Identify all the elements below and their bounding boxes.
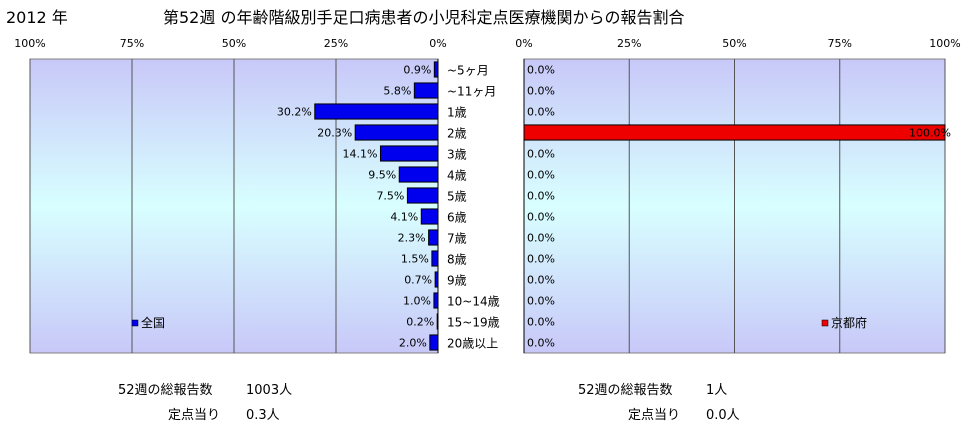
left-bar	[436, 313, 439, 330]
right-bar	[523, 124, 946, 141]
category-label: 2歳	[447, 127, 467, 141]
category-label: 1歳	[447, 106, 467, 120]
left-value-label: 2.0%	[399, 337, 427, 350]
right-x-tick-label: 100%	[929, 37, 960, 50]
right-per-value: 0.0人	[706, 408, 740, 423]
right-total-label: 52週の総報告数	[578, 383, 673, 398]
left-bar	[420, 208, 439, 225]
right-value-label: 100.0%	[909, 127, 951, 140]
left-bar	[398, 166, 439, 183]
left-x-tick-label: 0%	[429, 37, 446, 50]
category-label: 4歳	[447, 169, 467, 183]
right-value-label: 0.0%	[527, 232, 555, 245]
left-value-label: 20.3%	[317, 127, 352, 140]
right-total-value: 1人	[706, 383, 728, 398]
chart-title: 第52週 の年齢階級別手足口病患者の小児科定点医療機関からの報告割合	[163, 8, 685, 27]
category-label: 15~19歳	[447, 316, 500, 330]
category-label: 7歳	[447, 232, 467, 246]
left-value-label: 0.2%	[406, 316, 434, 329]
left-x-tick-label: 100%	[14, 37, 45, 50]
left-bar	[406, 187, 439, 204]
category-label: 3歳	[447, 148, 467, 162]
left-value-label: 5.8%	[383, 85, 411, 98]
left-legend-label: 全国	[141, 315, 165, 330]
right-value-label: 0.0%	[527, 337, 555, 350]
category-label: 20歳以上	[447, 337, 498, 351]
category-label: 10~14歳	[447, 295, 500, 309]
left-bar	[429, 334, 439, 351]
left-bar	[314, 103, 439, 120]
left-bar	[413, 82, 439, 99]
left-value-label: 7.5%	[376, 190, 404, 203]
category-label: 5歳	[447, 190, 467, 204]
category-label: ~5ヶ月	[447, 64, 489, 78]
right-x-tick-label: 0%	[515, 37, 532, 50]
left-value-label: 0.9%	[403, 64, 431, 77]
right-x-tick-label: 50%	[722, 37, 746, 50]
category-label: 8歳	[447, 253, 467, 267]
left-per-label: 定点当り	[168, 408, 221, 423]
right-value-label: 0.0%	[527, 316, 555, 329]
category-label: 6歳	[447, 211, 467, 225]
left-legend-swatch	[131, 319, 139, 327]
left-per-value: 0.3人	[246, 408, 280, 423]
right-legend-swatch	[821, 319, 829, 327]
left-x-tick-label: 50%	[222, 37, 246, 50]
right-value-label: 0.0%	[527, 85, 555, 98]
left-bar	[431, 250, 439, 267]
right-value-label: 0.0%	[527, 295, 555, 308]
right-legend-label: 京都府	[831, 315, 867, 330]
left-value-label: 14.1%	[343, 148, 378, 161]
left-total-label: 52週の総報告数	[118, 383, 213, 398]
left-x-tick-label: 75%	[120, 37, 144, 50]
right-value-label: 0.0%	[527, 64, 555, 77]
right-value-label: 0.0%	[527, 253, 555, 266]
right-x-tick-label: 25%	[617, 37, 641, 50]
left-value-label: 2.3%	[398, 232, 426, 245]
left-bar	[379, 145, 439, 162]
left-value-label: 9.5%	[368, 169, 396, 182]
left-bar	[354, 124, 439, 141]
left-bar	[428, 229, 439, 246]
left-value-label: 30.2%	[277, 106, 312, 119]
category-label: ~11ヶ月	[447, 85, 496, 99]
right-value-label: 0.0%	[527, 211, 555, 224]
left-value-label: 0.7%	[404, 274, 432, 287]
left-value-label: 1.5%	[401, 253, 429, 266]
category-label: 9歳	[447, 274, 467, 288]
left-value-label: 1.0%	[403, 295, 431, 308]
left-bar	[433, 61, 439, 78]
year-label: 2012 年	[6, 8, 68, 27]
left-total-value: 1003人	[246, 383, 293, 398]
right-value-label: 0.0%	[527, 106, 555, 119]
right-x-tick-label: 75%	[828, 37, 852, 50]
right-value-label: 0.0%	[527, 148, 555, 161]
right-value-label: 0.0%	[527, 190, 555, 203]
left-value-label: 4.1%	[390, 211, 418, 224]
left-bar	[434, 271, 439, 288]
right-per-label: 定点当り	[628, 408, 681, 423]
right-value-label: 0.0%	[527, 274, 555, 287]
left-bar	[433, 292, 439, 309]
left-x-tick-label: 25%	[324, 37, 348, 50]
right-value-label: 0.0%	[527, 169, 555, 182]
